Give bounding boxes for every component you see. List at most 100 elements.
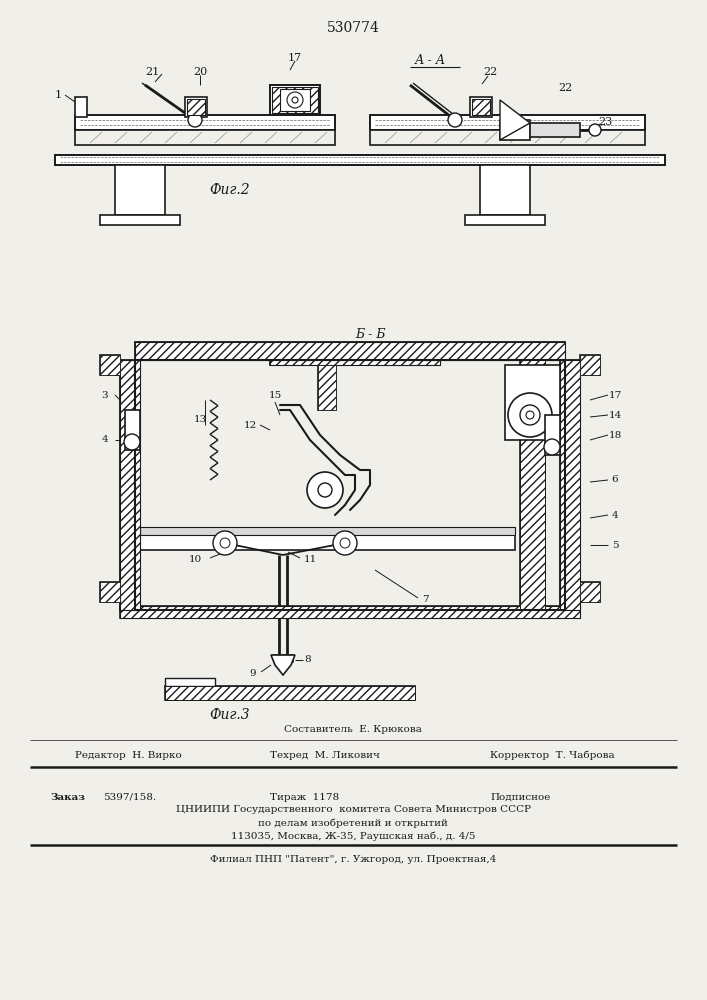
Bar — [120, 606, 580, 618]
Bar — [270, 349, 440, 365]
Circle shape — [124, 434, 140, 450]
Circle shape — [526, 411, 534, 419]
Bar — [165, 678, 215, 686]
Bar — [280, 89, 310, 111]
Text: Фиг.3: Фиг.3 — [210, 708, 250, 722]
Bar — [370, 130, 645, 145]
Circle shape — [292, 97, 298, 103]
Text: Фиг.2: Фиг.2 — [210, 183, 250, 197]
Text: 8: 8 — [305, 656, 311, 664]
Text: 113035, Москва, Ж-35, Раушская наб., д. 4/5: 113035, Москва, Ж-35, Раушская наб., д. … — [230, 831, 475, 841]
Text: 22: 22 — [483, 67, 497, 77]
Text: 20: 20 — [193, 67, 207, 77]
Text: Составитель  Е. Крюкова: Составитель Е. Крюкова — [284, 726, 422, 734]
Bar — [530, 123, 580, 137]
Bar — [187, 99, 205, 115]
Circle shape — [448, 113, 462, 127]
Circle shape — [220, 538, 230, 548]
Text: 530774: 530774 — [327, 21, 380, 35]
Bar — [480, 165, 530, 215]
Bar — [135, 342, 565, 360]
Bar — [135, 360, 565, 610]
Bar — [370, 115, 645, 130]
Circle shape — [340, 538, 350, 548]
Bar — [520, 360, 545, 610]
Bar — [520, 360, 545, 610]
Bar — [135, 342, 565, 360]
Text: Техред  М. Ликович: Техред М. Ликович — [270, 750, 380, 760]
Bar — [100, 215, 180, 225]
Text: 12: 12 — [243, 420, 257, 430]
Text: 4: 4 — [612, 510, 619, 520]
Bar — [100, 582, 120, 602]
Text: 10: 10 — [188, 556, 201, 564]
Bar — [580, 355, 600, 375]
Text: 14: 14 — [609, 410, 621, 420]
Text: Тираж  1178: Тираж 1178 — [270, 792, 339, 802]
Text: 5: 5 — [612, 540, 619, 550]
Bar — [470, 97, 492, 117]
Text: 11: 11 — [303, 556, 317, 564]
Polygon shape — [271, 655, 295, 675]
Text: Редактор  Н. Вирко: Редактор Н. Вирко — [75, 750, 182, 760]
Text: 6: 6 — [612, 476, 619, 485]
Text: А - А: А - А — [414, 53, 445, 66]
Polygon shape — [500, 100, 530, 140]
Bar — [75, 115, 335, 130]
Bar — [100, 355, 120, 375]
Bar — [55, 155, 665, 165]
Bar — [125, 410, 140, 450]
Circle shape — [333, 531, 357, 555]
Text: 7: 7 — [421, 595, 428, 604]
Bar — [545, 415, 560, 455]
Text: 18: 18 — [609, 430, 621, 440]
Bar — [270, 85, 320, 115]
Bar — [580, 582, 600, 602]
Text: Б - Б: Б - Б — [355, 328, 385, 342]
Text: 4: 4 — [102, 436, 108, 444]
Text: 3: 3 — [102, 390, 108, 399]
Text: 9: 9 — [250, 668, 257, 678]
Bar — [140, 535, 515, 550]
Circle shape — [520, 405, 540, 425]
Text: 15: 15 — [269, 390, 281, 399]
Text: 21: 21 — [145, 67, 159, 77]
Bar — [272, 87, 318, 113]
Bar — [75, 130, 335, 145]
Text: 5397/158.: 5397/158. — [103, 792, 156, 802]
Bar — [273, 654, 293, 662]
Circle shape — [188, 113, 202, 127]
Bar — [580, 355, 600, 375]
Text: 1: 1 — [54, 90, 62, 100]
Bar — [318, 365, 336, 410]
Text: Подписное: Подписное — [490, 792, 550, 802]
Circle shape — [307, 472, 343, 508]
Text: Корректор  Т. Чаброва: Корректор Т. Чаброва — [490, 750, 614, 760]
Bar — [318, 365, 336, 410]
Bar — [505, 365, 560, 440]
Text: по делам изобретений и открытий: по делам изобретений и открытий — [258, 818, 448, 828]
Text: Заказ: Заказ — [50, 792, 85, 802]
Bar — [120, 606, 580, 618]
Bar — [500, 120, 530, 140]
Circle shape — [213, 531, 237, 555]
Bar — [100, 582, 120, 602]
Bar — [560, 360, 580, 610]
Circle shape — [589, 124, 601, 136]
Text: 17: 17 — [609, 390, 621, 399]
Text: Филиал ПНП "Патент", г. Ужгород, ул. Проектная,4: Филиал ПНП "Патент", г. Ужгород, ул. Про… — [210, 856, 496, 864]
Bar — [165, 686, 415, 700]
Circle shape — [318, 483, 332, 497]
Bar — [165, 686, 415, 700]
Text: 22: 22 — [558, 83, 572, 93]
Bar — [120, 360, 140, 610]
Bar — [185, 97, 207, 117]
Text: 13: 13 — [194, 416, 206, 424]
Bar — [100, 355, 120, 375]
Bar — [472, 99, 490, 115]
Circle shape — [544, 439, 560, 455]
Bar — [120, 360, 140, 610]
Bar — [465, 215, 545, 225]
Circle shape — [287, 92, 303, 108]
Bar — [75, 97, 87, 117]
